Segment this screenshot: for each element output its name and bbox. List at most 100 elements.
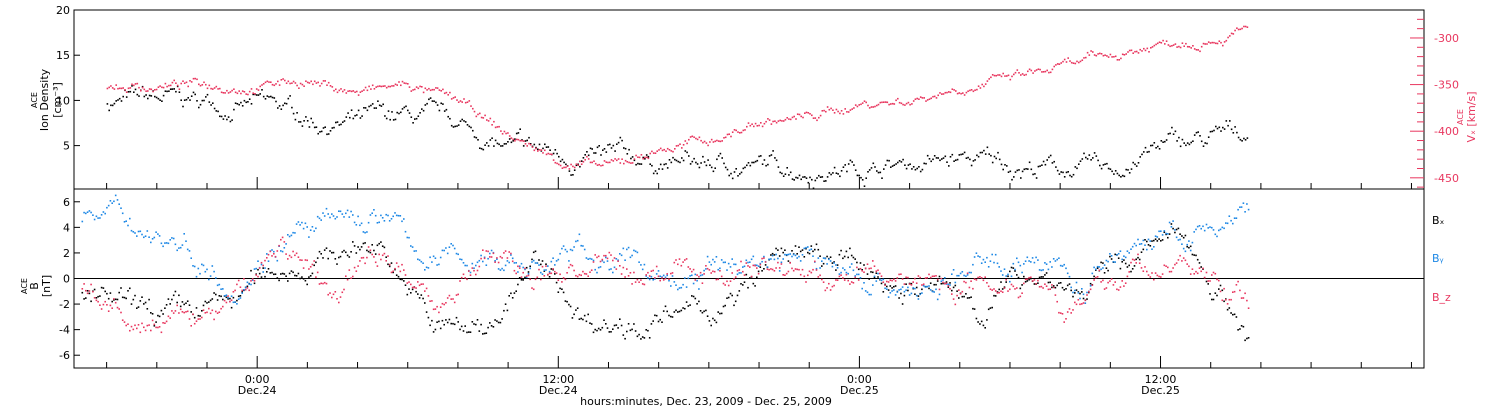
bx-point [550,268,553,270]
bz-point [1114,281,1116,283]
bz-point [116,306,119,309]
vx-point [545,153,548,156]
by-point [466,264,468,267]
by-point [1024,260,1027,262]
vx-point [1223,41,1226,43]
bz-point [1112,284,1115,286]
bz-point [1091,284,1094,286]
bx-point [139,300,142,302]
by-point [290,234,293,237]
by-point [350,210,352,213]
vx-point [1095,54,1098,57]
density-point [670,161,673,164]
bz-point [949,288,951,290]
bx-point [1151,240,1153,242]
density-point [970,164,973,167]
vx-point [266,80,269,83]
by-point [705,268,707,270]
vx-point [605,161,608,163]
density-label-unit: [cm⁻³] [51,82,64,118]
bz-point [929,276,932,279]
bz-point [842,277,844,279]
by-point [842,267,844,269]
by-point [734,263,737,266]
by-point [863,282,865,284]
by-point [213,270,215,273]
density-point [937,157,939,159]
density-point [1243,137,1245,140]
bz-point [1156,274,1159,277]
bx-point [634,330,637,332]
density-point [1132,161,1134,164]
by-point [1045,263,1048,265]
x-tick-day-label: Dec.25 [1141,384,1180,397]
by-point [383,220,386,222]
bz-point [821,278,823,281]
bx-point [109,292,112,294]
vx-point [807,112,810,114]
vx-point [832,109,834,111]
density-point [709,164,711,166]
by-point [348,216,351,218]
vx-point [108,86,110,89]
vx-point [217,88,219,90]
density-point [231,119,233,121]
bz-point [178,312,180,314]
bz-point [251,278,254,280]
bx-point [717,311,719,313]
bz-point [1225,299,1227,301]
by-point [1223,227,1225,230]
vx-point [1011,75,1013,78]
bz-point [868,267,870,270]
bx-point [1230,312,1232,314]
bx-point [294,274,296,277]
density-point [431,100,434,102]
bz-point [1044,283,1046,285]
bx-point [462,330,465,332]
bz-point [113,298,115,300]
bx-point [411,288,414,291]
vx-point [614,158,616,160]
bz-point [1075,303,1078,306]
vx-point [1051,68,1054,71]
by-point [682,283,684,286]
vx-point [835,108,838,111]
bz-point [794,268,797,270]
by-point [652,279,654,281]
density-point [215,110,218,112]
by-point [629,256,632,259]
bz-point [334,291,337,293]
bz-point [436,305,438,308]
bx-point [339,255,342,258]
by-point [111,202,113,204]
vx-point [897,97,899,100]
bx-point [991,306,993,309]
vx-point [305,80,307,82]
by-point [789,253,791,255]
vx-point [1109,53,1112,56]
bx-point [260,276,263,278]
vx-point [681,147,683,149]
density-point [674,158,676,161]
bx-point [301,276,303,278]
by-point [1165,232,1167,235]
bx-point [915,286,918,289]
by-point [443,249,445,252]
vx-point [1141,50,1143,52]
bx-point [178,294,180,297]
vx-point [368,85,370,88]
density-point [944,155,947,158]
by-point [868,293,870,296]
bx-point [376,244,379,247]
vx-point [1065,61,1068,63]
bx-point [1235,316,1238,318]
bz-point [624,276,626,278]
bx-point [559,287,561,290]
vx-point [333,89,335,92]
density-point [809,176,811,179]
density-point [382,103,384,106]
vx-point [387,85,390,88]
bx-point [395,274,398,276]
vx-point [905,102,908,105]
density-point [338,124,341,126]
